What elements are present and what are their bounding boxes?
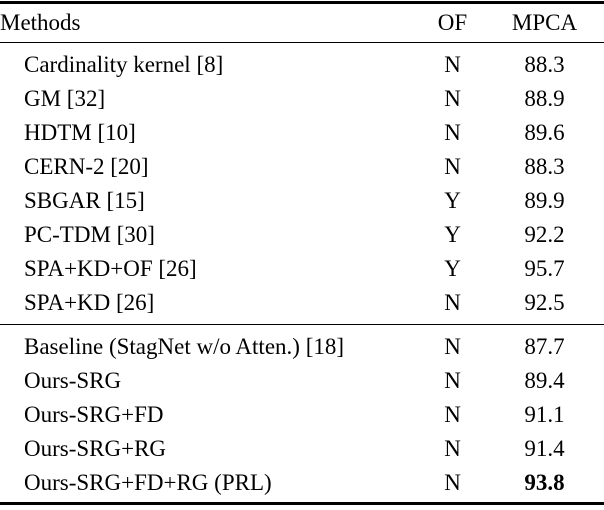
of-cell: N (444, 368, 461, 393)
method-cell: SBGAR [15] (24, 188, 145, 213)
of-cell: Y (444, 256, 461, 281)
table-row: Ours-SRG N 89.4 (0, 364, 604, 398)
mpca-cell: 88.3 (524, 154, 565, 179)
of-cell: N (444, 402, 461, 427)
mpca-cell: 91.1 (524, 402, 565, 427)
mpca-cell: 91.4 (524, 436, 565, 461)
method-cell: Ours-SRG+RG (24, 436, 167, 461)
method-cell: SPA+KD+OF [26] (24, 256, 197, 281)
of-cell: N (444, 470, 461, 495)
col-header-of: OF (437, 10, 468, 35)
method-cell: Ours-SRG (24, 368, 122, 393)
mpca-cell: 88.9 (524, 86, 565, 111)
of-cell: N (444, 436, 461, 461)
method-cell: SPA+KD [26] (24, 290, 155, 315)
table-row: CERN-2 [20] N 88.3 (0, 150, 604, 184)
mpca-cell: 89.4 (524, 368, 565, 393)
table-header-row: Methods OF MPCA (0, 2, 604, 43)
col-header-mpca: MPCA (511, 10, 578, 35)
table-row: Cardinality kernel [8] N 88.3 (0, 43, 604, 83)
method-cell: CERN-2 [20] (24, 154, 149, 179)
method-cell: Baseline (StagNet w/o Atten.) [18] (24, 334, 345, 359)
mpca-cell: 89.6 (524, 120, 565, 145)
of-cell: N (444, 154, 461, 179)
method-cell: Ours-SRG+FD+RG (PRL) (24, 470, 272, 495)
table-row: SBGAR [15] Y 89.9 (0, 184, 604, 218)
mpca-cell: 95.7 (524, 256, 565, 281)
of-cell: N (444, 52, 461, 77)
method-cell: PC-TDM [30] (24, 222, 155, 247)
method-cell: Cardinality kernel [8] (24, 52, 224, 77)
mpca-cell: 89.9 (524, 188, 565, 213)
of-cell: N (444, 290, 461, 315)
table-row: SPA+KD+OF [26] Y 95.7 (0, 252, 604, 286)
of-cell: Y (444, 188, 461, 213)
of-cell: N (444, 120, 461, 145)
of-cell: Y (444, 222, 461, 247)
method-cell: GM [32] (24, 86, 106, 111)
mpca-cell: 87.7 (524, 334, 565, 359)
of-cell: N (444, 86, 461, 111)
method-cell: HDTM [10] (24, 120, 136, 145)
mpca-cell-best: 93.8 (524, 470, 565, 495)
method-cell: Ours-SRG+FD (24, 402, 164, 427)
table-row: Ours-SRG+FD+RG (PRL) N 93.8 (0, 466, 604, 504)
table-row: Ours-SRG+FD N 91.1 (0, 398, 604, 432)
table-row: SPA+KD [26] N 92.5 (0, 286, 604, 325)
col-header-methods: Methods (0, 10, 81, 35)
table-row: PC-TDM [30] Y 92.2 (0, 218, 604, 252)
table-row: Baseline (StagNet w/o Atten.) [18] N 87.… (0, 324, 604, 365)
mpca-cell: 92.2 (524, 222, 565, 247)
of-cell: N (444, 334, 461, 359)
table-row: GM [32] N 88.9 (0, 82, 604, 116)
mpca-cell: 92.5 (524, 290, 565, 315)
table-row: HDTM [10] N 89.6 (0, 116, 604, 150)
table-row: Ours-SRG+RG N 91.4 (0, 432, 604, 466)
mpca-cell: 88.3 (524, 52, 565, 77)
